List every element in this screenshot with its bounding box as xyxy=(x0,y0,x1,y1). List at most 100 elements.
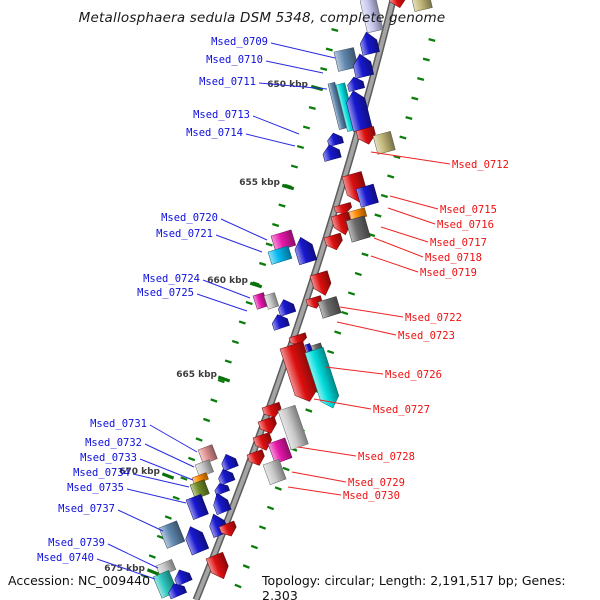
gene-arrow-silver[interactable] xyxy=(262,458,287,486)
strand-dash xyxy=(399,135,407,140)
gene-label-left[interactable]: Msed_0735 xyxy=(67,482,124,494)
gene-arrow-salmon[interactable] xyxy=(197,444,218,465)
gene-arrow-blue[interactable] xyxy=(219,452,239,472)
strand-dash xyxy=(361,252,369,257)
gene-arrow-red[interactable] xyxy=(387,0,408,10)
gene-label-left[interactable]: Msed_0734 xyxy=(73,467,130,479)
leader-line-right xyxy=(291,471,347,483)
strand-dash xyxy=(231,339,239,345)
gene-label-left[interactable]: Msed_0737 xyxy=(58,503,115,515)
gene-arrow-red[interactable] xyxy=(261,401,283,420)
leader-line-right xyxy=(370,255,419,273)
gene-arrow-red[interactable] xyxy=(257,416,279,436)
leader-line-left xyxy=(215,234,263,253)
gene-label-right[interactable]: Msed_0727 xyxy=(373,404,430,416)
gene-label-left[interactable]: Msed_0713 xyxy=(193,109,250,121)
gene-arrow-blue[interactable] xyxy=(182,523,210,556)
gene-label-right[interactable]: Msed_0723 xyxy=(398,330,455,342)
leader-line-right xyxy=(336,321,397,336)
gene-arrow-orange[interactable] xyxy=(191,472,209,485)
gene-arrow-steelblue[interactable] xyxy=(327,82,347,130)
leader-line-left xyxy=(107,543,159,569)
gene-arrow-blue[interactable] xyxy=(166,580,188,600)
gene-arrow-steelblue[interactable] xyxy=(158,520,186,549)
gene-arrow-red[interactable] xyxy=(323,232,345,252)
gene-label-right[interactable]: Msed_0719 xyxy=(420,267,477,279)
leader-line-left xyxy=(245,133,296,147)
gene-label-left[interactable]: Msed_0709 xyxy=(211,36,268,48)
gene-label-right[interactable]: Msed_0712 xyxy=(452,159,509,171)
gene-arrow-blue[interactable] xyxy=(270,312,290,331)
gene-arrow-red[interactable] xyxy=(205,551,232,582)
gene-label-left[interactable]: Msed_0711 xyxy=(199,76,256,88)
gene-label-right[interactable]: Msed_0718 xyxy=(425,252,482,264)
leader-line-left xyxy=(258,82,328,90)
leader-line-right xyxy=(287,486,342,496)
gene-label-right[interactable]: Msed_0722 xyxy=(405,312,462,324)
gene-arrow-tan[interactable] xyxy=(372,131,396,155)
gene-arrow-blue[interactable] xyxy=(351,52,375,79)
scale-marker-tick xyxy=(281,183,295,191)
strand-dash xyxy=(210,398,218,403)
gene-label-left[interactable]: Msed_0725 xyxy=(137,287,194,299)
gene-arrow-blue[interactable] xyxy=(346,75,365,92)
gene-label-right[interactable]: Msed_0717 xyxy=(430,237,487,249)
gene-arrow-magenta[interactable] xyxy=(270,229,297,252)
gene-arrow-gray[interactable] xyxy=(345,215,371,243)
gene-arrow-blue[interactable] xyxy=(326,131,344,147)
gene-arrow-red[interactable] xyxy=(246,449,267,469)
gene-arrow-gray[interactable] xyxy=(317,296,342,319)
gene-label-left[interactable]: Msed_0720 xyxy=(161,212,218,224)
gene-arrow-blue[interactable] xyxy=(213,481,230,496)
strand-dash xyxy=(259,261,267,267)
gene-arrow-silver[interactable] xyxy=(194,459,214,478)
gene-arrow-red[interactable] xyxy=(355,126,378,146)
gene-label-left[interactable]: Msed_0721 xyxy=(156,228,213,240)
strand-dash xyxy=(296,144,305,150)
gene-label-right[interactable]: Msed_0726 xyxy=(385,369,442,381)
strand-dash xyxy=(411,96,419,101)
gene-arrow-blue[interactable] xyxy=(358,30,380,56)
gene-label-left[interactable]: Msed_0714 xyxy=(186,127,243,139)
gene-label-left[interactable]: Msed_0739 xyxy=(48,537,105,549)
gene-arrow-aqua[interactable] xyxy=(267,245,293,265)
gene-arrow-red[interactable] xyxy=(279,341,321,406)
strand-dash xyxy=(290,164,298,169)
gene-label-right[interactable]: Msed_0729 xyxy=(348,477,405,489)
gene-label-left[interactable]: Msed_0732 xyxy=(85,437,142,449)
gene-arrow-silver[interactable] xyxy=(263,292,280,310)
gene-arrow-blue[interactable] xyxy=(355,183,379,208)
strand-dash xyxy=(164,515,172,520)
gene-arrow-red[interactable] xyxy=(309,270,334,298)
gene-label-left[interactable]: Msed_0724 xyxy=(143,273,200,285)
gene-arrow-tan[interactable] xyxy=(410,0,433,12)
gene-arrow-magenta[interactable] xyxy=(267,437,293,465)
gene-arrow-blue[interactable] xyxy=(292,235,318,266)
gene-label-left[interactable]: Msed_0710 xyxy=(206,54,263,66)
gene-label-left[interactable]: Msed_0740 xyxy=(37,552,94,564)
gene-label-left[interactable]: Msed_0731 xyxy=(90,418,147,430)
scale-marker-label: 665 kbp xyxy=(176,370,217,380)
gene-label-left[interactable]: Msed_0733 xyxy=(80,452,137,464)
leader-line-left xyxy=(270,42,336,59)
gene-arrow-blue[interactable] xyxy=(321,143,342,162)
gene-arrow-silver[interactable] xyxy=(277,404,309,451)
gene-arrow-red[interactable] xyxy=(218,520,239,539)
strand-dash xyxy=(278,203,286,208)
scale-marker-label: 660 kbp xyxy=(207,276,248,286)
leader-line-right xyxy=(313,398,372,410)
gene-label-right[interactable]: Msed_0728 xyxy=(358,451,415,463)
topology-stats-text: Topology: circular; Length: 2,191,517 bp… xyxy=(262,573,566,600)
gene-arrow-blue[interactable] xyxy=(276,297,297,317)
gene-arrow-blue[interactable] xyxy=(344,88,373,133)
gene-arrow-red[interactable] xyxy=(333,202,353,216)
gene-label-right[interactable]: Msed_0716 xyxy=(437,219,494,231)
scale-marker-tick xyxy=(161,472,175,480)
gene-arrow-lavender[interactable] xyxy=(358,0,384,34)
gene-arrow-olive[interactable] xyxy=(189,479,210,500)
gene-label-right[interactable]: Msed_0715 xyxy=(440,204,497,216)
gene-label-right[interactable]: Msed_0730 xyxy=(343,490,400,502)
gene-arrow-cyan[interactable] xyxy=(304,346,342,411)
gene-arrow-blue[interactable] xyxy=(210,491,232,515)
gene-arrow-blue[interactable] xyxy=(185,493,209,520)
